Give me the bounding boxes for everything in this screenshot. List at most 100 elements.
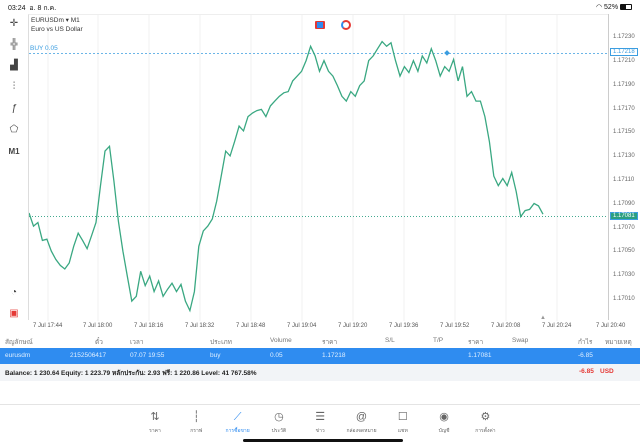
time-tick: 7 Jul 19:20 xyxy=(338,323,368,329)
table-cell: eurusdm xyxy=(5,352,31,359)
balance-row: Balance: 1 230.64 Equity: 1 223.79 หลักป… xyxy=(0,364,640,381)
column-header[interactable]: S/L xyxy=(385,337,395,344)
nav-item[interactable]: ⚙ การตั้งค่า xyxy=(463,410,507,435)
table-cell: 07.07 19:55 xyxy=(130,352,165,359)
nav-label: แชท xyxy=(397,428,408,434)
price-tick: 1.17050 xyxy=(613,248,635,255)
column-header[interactable]: ประเภท xyxy=(210,339,232,346)
trade-icon: ⟋ xyxy=(233,411,242,423)
bid-price-tag: 1.17081 xyxy=(610,211,638,220)
nav-item[interactable]: ◉ บัญชี xyxy=(422,410,466,435)
table-cell: 1.17218 xyxy=(322,352,346,359)
column-header[interactable]: Swap xyxy=(512,337,529,344)
account-icon: ◉ xyxy=(439,411,449,423)
time-tick: 7 Jul 18:16 xyxy=(134,323,164,329)
end-marker: ▲ xyxy=(540,315,546,321)
column-header[interactable]: เวลา xyxy=(130,339,144,346)
objects-icon[interactable]: ⬠ xyxy=(9,124,19,135)
price-axis[interactable]: 1.17230 1.17210 1.17190 1.17170 1.17150 1.171… xyxy=(608,14,640,320)
crosshair-icon[interactable]: ✛ xyxy=(9,18,19,29)
time-tick: 7 Jul 20:24 xyxy=(542,323,572,329)
nav-label: กล่องจดหมาย xyxy=(346,428,377,434)
price-chart[interactable]: ▲ xyxy=(28,14,609,321)
price-tick: 1.17070 xyxy=(613,224,635,231)
symbol-description: Euro vs US Dollar xyxy=(31,26,83,33)
price-tick: 1.17030 xyxy=(613,272,635,279)
quotes-icon: ⇅ xyxy=(150,411,160,423)
total-profit: -6.85 xyxy=(579,368,594,375)
nav-item[interactable]: ⟋ การซื้อขาย xyxy=(216,410,260,435)
chart-canvas: ▲ xyxy=(29,15,609,321)
time-tick: 7 Jul 18:48 xyxy=(236,323,266,329)
flag-us-icon xyxy=(341,20,351,30)
price-tick: 1.17110 xyxy=(613,177,635,184)
nav-item[interactable]: ⇅ ราคา xyxy=(133,410,177,435)
function-icon[interactable]: ƒ xyxy=(11,103,17,114)
balance-summary: Balance: 1 230.64 Equity: 1 223.79 หลักป… xyxy=(5,370,257,377)
column-header[interactable]: ตั๋ว xyxy=(95,339,103,346)
nav-label: ราคา xyxy=(149,428,161,434)
battery-indicator: ◠ 52% xyxy=(596,3,632,11)
table-row[interactable]: eurusdm 2152506417 07.07 19:55 buy 0.05 1.172… xyxy=(0,348,640,364)
time-tick: 7 Jul 19:36 xyxy=(389,323,419,329)
price-tick: 1.17090 xyxy=(613,200,635,207)
time-tick: 7 Jul 18:32 xyxy=(185,323,215,329)
candles-icon[interactable]: ╬ xyxy=(10,39,18,50)
price-tick: 1.17230 xyxy=(613,34,635,41)
symbol-timeframe: M1 xyxy=(70,17,80,24)
bars-icon[interactable]: ▟ xyxy=(10,60,18,71)
left-toolbar: ✛ ╬ ▟ ⫶ ƒ ⬠ M1 ◔ ▣ xyxy=(0,14,28,320)
price-line xyxy=(29,40,544,313)
column-header[interactable]: หมายเหตุ xyxy=(605,339,632,346)
table-cell: 0.05 xyxy=(270,352,283,359)
clock-icon[interactable]: ◔ xyxy=(10,287,18,298)
wifi-icon: ◠ xyxy=(595,4,605,11)
nav-item[interactable]: @ กล่องจดหมาย xyxy=(340,410,384,435)
nav-item[interactable]: ┆ กราฟ xyxy=(174,410,218,435)
column-header[interactable]: สัญลักษณ์ xyxy=(5,339,33,346)
nav-label: การซื้อขาย xyxy=(225,428,250,434)
price-tick: 1.17190 xyxy=(613,81,635,88)
settings-icon: ⚙ xyxy=(480,411,491,423)
column-header[interactable]: Volume xyxy=(270,337,292,344)
status-time: 03:24 อ. 8 ก.ค. xyxy=(8,5,57,12)
symbol-name[interactable]: EURUSDm xyxy=(31,17,64,24)
time-tick: 7 Jul 20:40 xyxy=(596,323,626,329)
column-header[interactable]: T/P xyxy=(433,337,444,344)
mailbox-icon: @ xyxy=(355,411,368,423)
news-icon: ☰ xyxy=(315,411,326,423)
flag-eu-icon xyxy=(315,21,325,29)
table-cell: 2152506417 xyxy=(70,352,107,359)
nav-label: ประวัติ xyxy=(271,428,287,434)
price-tick: 1.17210 xyxy=(613,58,635,64)
home-indicator[interactable] xyxy=(243,439,403,442)
currency: USD xyxy=(600,368,614,375)
indicators-icon[interactable]: ⫶ xyxy=(12,81,16,92)
column-header[interactable]: กำไร xyxy=(578,339,593,346)
price-tick: 1.17170 xyxy=(613,105,635,112)
timeframe-button[interactable]: M1 xyxy=(8,147,20,156)
column-header[interactable]: ราคา xyxy=(322,339,338,346)
time-tick: 7 Jul 20:08 xyxy=(491,323,521,329)
price-tick: 1.17010 xyxy=(613,296,635,303)
column-header[interactable]: ราคา xyxy=(468,339,484,346)
nav-item[interactable]: ◷ ประวัติ xyxy=(257,410,301,435)
battery-icon xyxy=(620,4,632,11)
time-tick: 7 Jul 17:44 xyxy=(33,323,63,329)
table-header: สัญลักษณ์ ตั๋ว เวลา ประเภท Volume ราคา S/L T/P ร… xyxy=(0,333,640,347)
table-cell: -6.85 xyxy=(578,352,593,359)
nav-label: กราฟ xyxy=(190,428,203,434)
status-bar: 03:24 อ. 8 ก.ค. ◠ 52% xyxy=(0,0,640,14)
nav-label: บัญชี xyxy=(438,428,450,434)
price-tick: 1.17150 xyxy=(613,129,635,136)
nav-item[interactable]: ☰ ข่าว xyxy=(298,410,342,435)
table-cell: buy xyxy=(210,352,221,359)
buy-position-label: BUY 0.05 xyxy=(30,45,58,52)
trading-icon[interactable]: ▣ xyxy=(9,308,19,319)
history-icon: ◷ xyxy=(274,411,284,423)
time-tick: 7 Jul 19:04 xyxy=(287,323,317,329)
time-tick: 7 Jul 19:52 xyxy=(440,323,470,329)
bottom-nav: ⇅ ราคา ┆ กราฟ ⟋ การซื้อขาย ◷ ประวัติ ☰ ข่าว @ กล่อง… xyxy=(0,404,640,447)
buy-price-tag: 1.17218 xyxy=(610,48,638,57)
nav-item[interactable]: ☐ แชท xyxy=(381,410,425,435)
